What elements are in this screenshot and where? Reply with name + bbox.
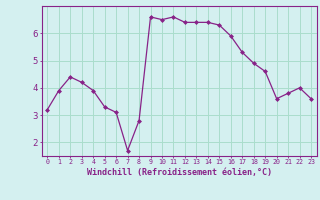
- X-axis label: Windchill (Refroidissement éolien,°C): Windchill (Refroidissement éolien,°C): [87, 168, 272, 177]
